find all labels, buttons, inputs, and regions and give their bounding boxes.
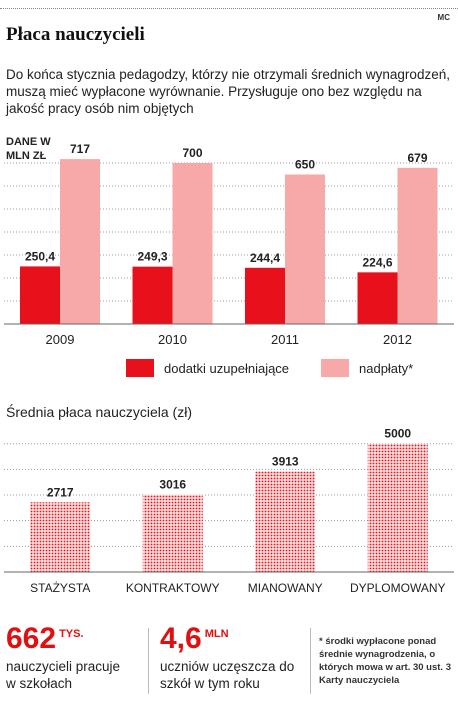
legend-label-nadplaty: nadpłaty*: [359, 360, 414, 376]
stat-teachers-value-row: 662 TYS.: [6, 622, 131, 656]
unit-label: DANE W MLN ZŁ: [6, 136, 51, 162]
stat-divider-2: [310, 628, 311, 694]
data-label: 250,4: [25, 249, 55, 263]
data-label: 2717: [47, 485, 74, 499]
bar-nadplaty: [172, 163, 213, 324]
description: Do końca stycznia pedagodzy, którzy nie …: [6, 67, 450, 116]
bar-nadplaty: [60, 159, 100, 324]
bar-dodatki: [132, 266, 173, 324]
stat-teachers-value: 662: [6, 622, 57, 655]
stat-students-value: 4,6: [160, 622, 202, 655]
x-tick-label: STAŻYSTA: [30, 581, 90, 595]
bar-dodatki: [245, 267, 285, 324]
stat-students-text: uczniów uczęszcza do szkół w tym roku: [160, 659, 295, 691]
x-tick-label: 2012: [383, 332, 412, 347]
stat-students-unit: MLN: [204, 628, 229, 640]
salary-chart-title: Średnia płaca nauczyciela (zł): [6, 404, 192, 420]
stat-divider-1: [148, 628, 149, 694]
x-tick-label: MIANOWANY: [248, 581, 323, 595]
data-label: 650: [295, 158, 315, 172]
bar-salary: [142, 494, 203, 572]
bar-dodatki: [20, 266, 60, 324]
x-tick-label: 2009: [46, 332, 75, 347]
x-tick-label: KONTRAKTOWY: [126, 581, 220, 595]
stat-students-value-row: 4,6 MLN: [160, 622, 300, 656]
legend-swatch-dodatki: [126, 359, 154, 377]
data-label: 249,3: [137, 250, 167, 264]
x-tick-label: DYPLOMOWANY: [350, 581, 446, 595]
bar-salary: [255, 471, 316, 572]
legend-label-dodatki: dodatki uzupełniające: [164, 360, 290, 376]
stat-teachers: 662 TYS. nauczycieli pracuje w szkołach: [6, 622, 131, 692]
bar-salary: [30, 502, 91, 572]
bar-nadplaty: [285, 174, 325, 324]
top-divider: [0, 8, 458, 9]
legend-item-dodatki: dodatki uzupełniające: [126, 359, 289, 377]
stat-teachers-text: nauczycieli pracuje w szkołach: [6, 659, 121, 691]
data-label: 3016: [159, 478, 186, 492]
data-label: 700: [182, 146, 202, 160]
credit: MC: [437, 13, 450, 22]
legend-swatch-nadplaty: [321, 359, 349, 377]
data-label: 224,6: [362, 255, 392, 269]
data-label: 717: [70, 142, 90, 156]
x-tick-label: 2010: [158, 332, 187, 347]
stat-teachers-unit: TYS.: [59, 628, 84, 640]
legend-item-nadplaty: nadpłaty*: [321, 359, 413, 377]
data-label: 679: [407, 151, 427, 165]
bar-nadplaty: [397, 167, 438, 324]
bar-salary: [367, 443, 428, 572]
data-label: 5000: [384, 427, 411, 441]
data-label: 244,4: [250, 251, 280, 265]
data-label: 3913: [272, 455, 299, 469]
page-title: Płaca nauczycieli: [6, 24, 145, 45]
bar-dodatki: [357, 272, 398, 324]
footnote: * środki wypłacone ponad średnie wynagro…: [319, 636, 451, 686]
stat-students: 4,6 MLN uczniów uczęszcza do szkół w tym …: [160, 622, 300, 692]
x-tick-label: 2011: [271, 332, 299, 347]
